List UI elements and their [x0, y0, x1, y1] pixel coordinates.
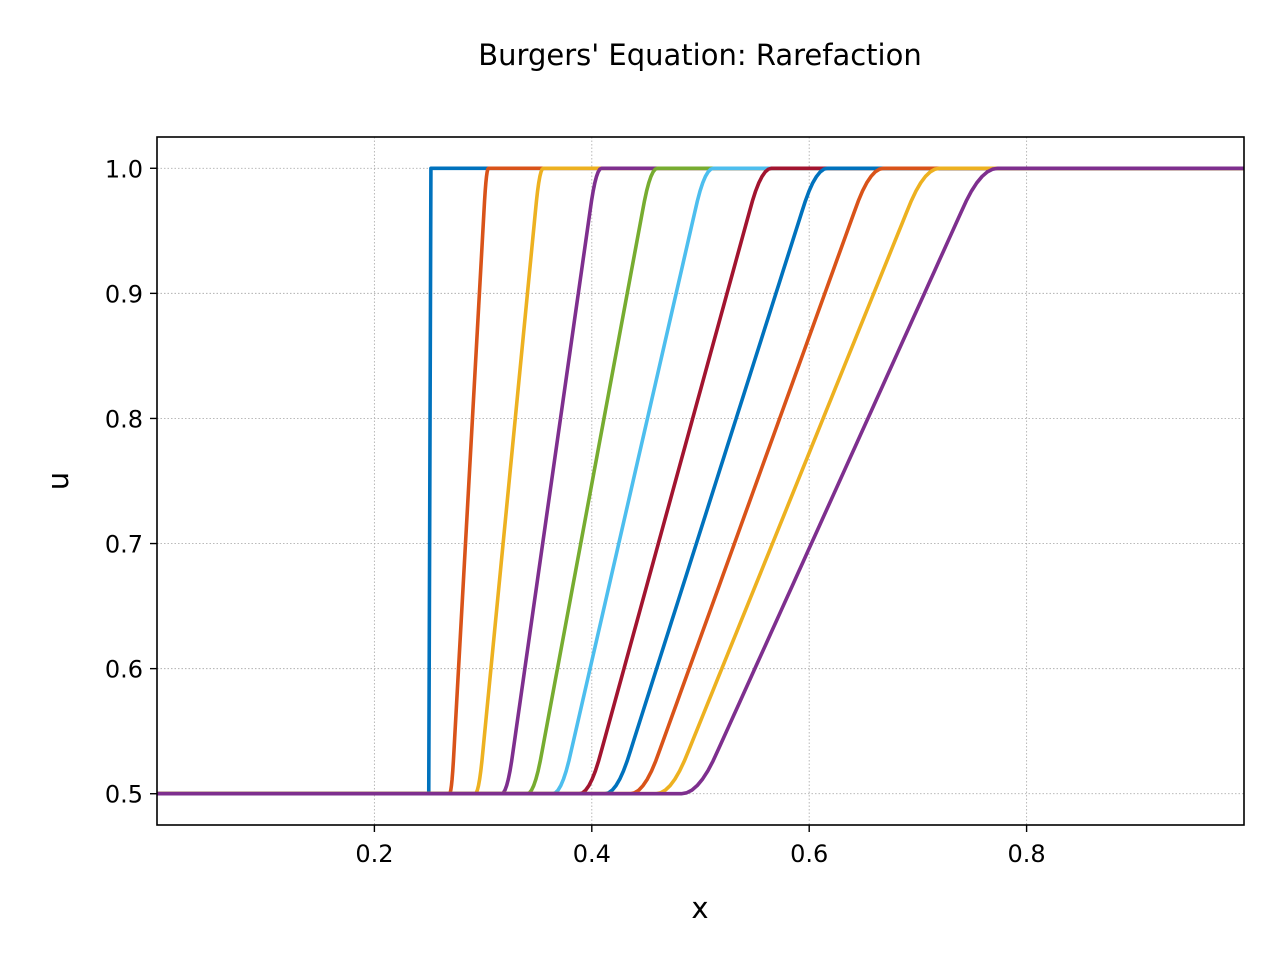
- series-line-7: [157, 166, 1244, 796]
- series-line-8: [157, 166, 1244, 796]
- x-tick-label: 0.8: [1008, 840, 1046, 868]
- y-tick-label: 0.8: [105, 405, 143, 433]
- series-line-2: [157, 166, 1244, 796]
- series-layer: [157, 166, 1244, 796]
- x-tick-label: 0.6: [790, 840, 828, 868]
- y-axis-title: u: [41, 472, 75, 490]
- series-line-3: [157, 166, 1244, 796]
- ticks: 0.2 0.4 0.6 0.8 0.5 0.6 0.7 0.8 0.9 1.0: [105, 155, 1046, 868]
- chart-title: Burgers' Equation: Rarefaction: [478, 38, 921, 72]
- series-line-4: [157, 166, 1244, 796]
- series-line-1: [157, 166, 1244, 796]
- y-tick-label: 0.7: [105, 531, 143, 559]
- y-tick-label: 1.0: [105, 155, 143, 183]
- series-line-5: [157, 166, 1244, 796]
- y-tick-label: 0.6: [105, 656, 143, 684]
- series-line-11: [157, 166, 1244, 796]
- x-tick-label: 0.2: [355, 840, 393, 868]
- series-line-10: [157, 166, 1244, 796]
- series-line-9: [157, 166, 1244, 796]
- y-tick-label: 0.9: [105, 280, 143, 308]
- x-axis-title: x: [691, 891, 708, 925]
- y-tick-label: 0.5: [105, 781, 143, 809]
- series-line-6: [157, 166, 1244, 796]
- x-tick-label: 0.4: [573, 840, 611, 868]
- plot-frame: [156, 136, 1245, 826]
